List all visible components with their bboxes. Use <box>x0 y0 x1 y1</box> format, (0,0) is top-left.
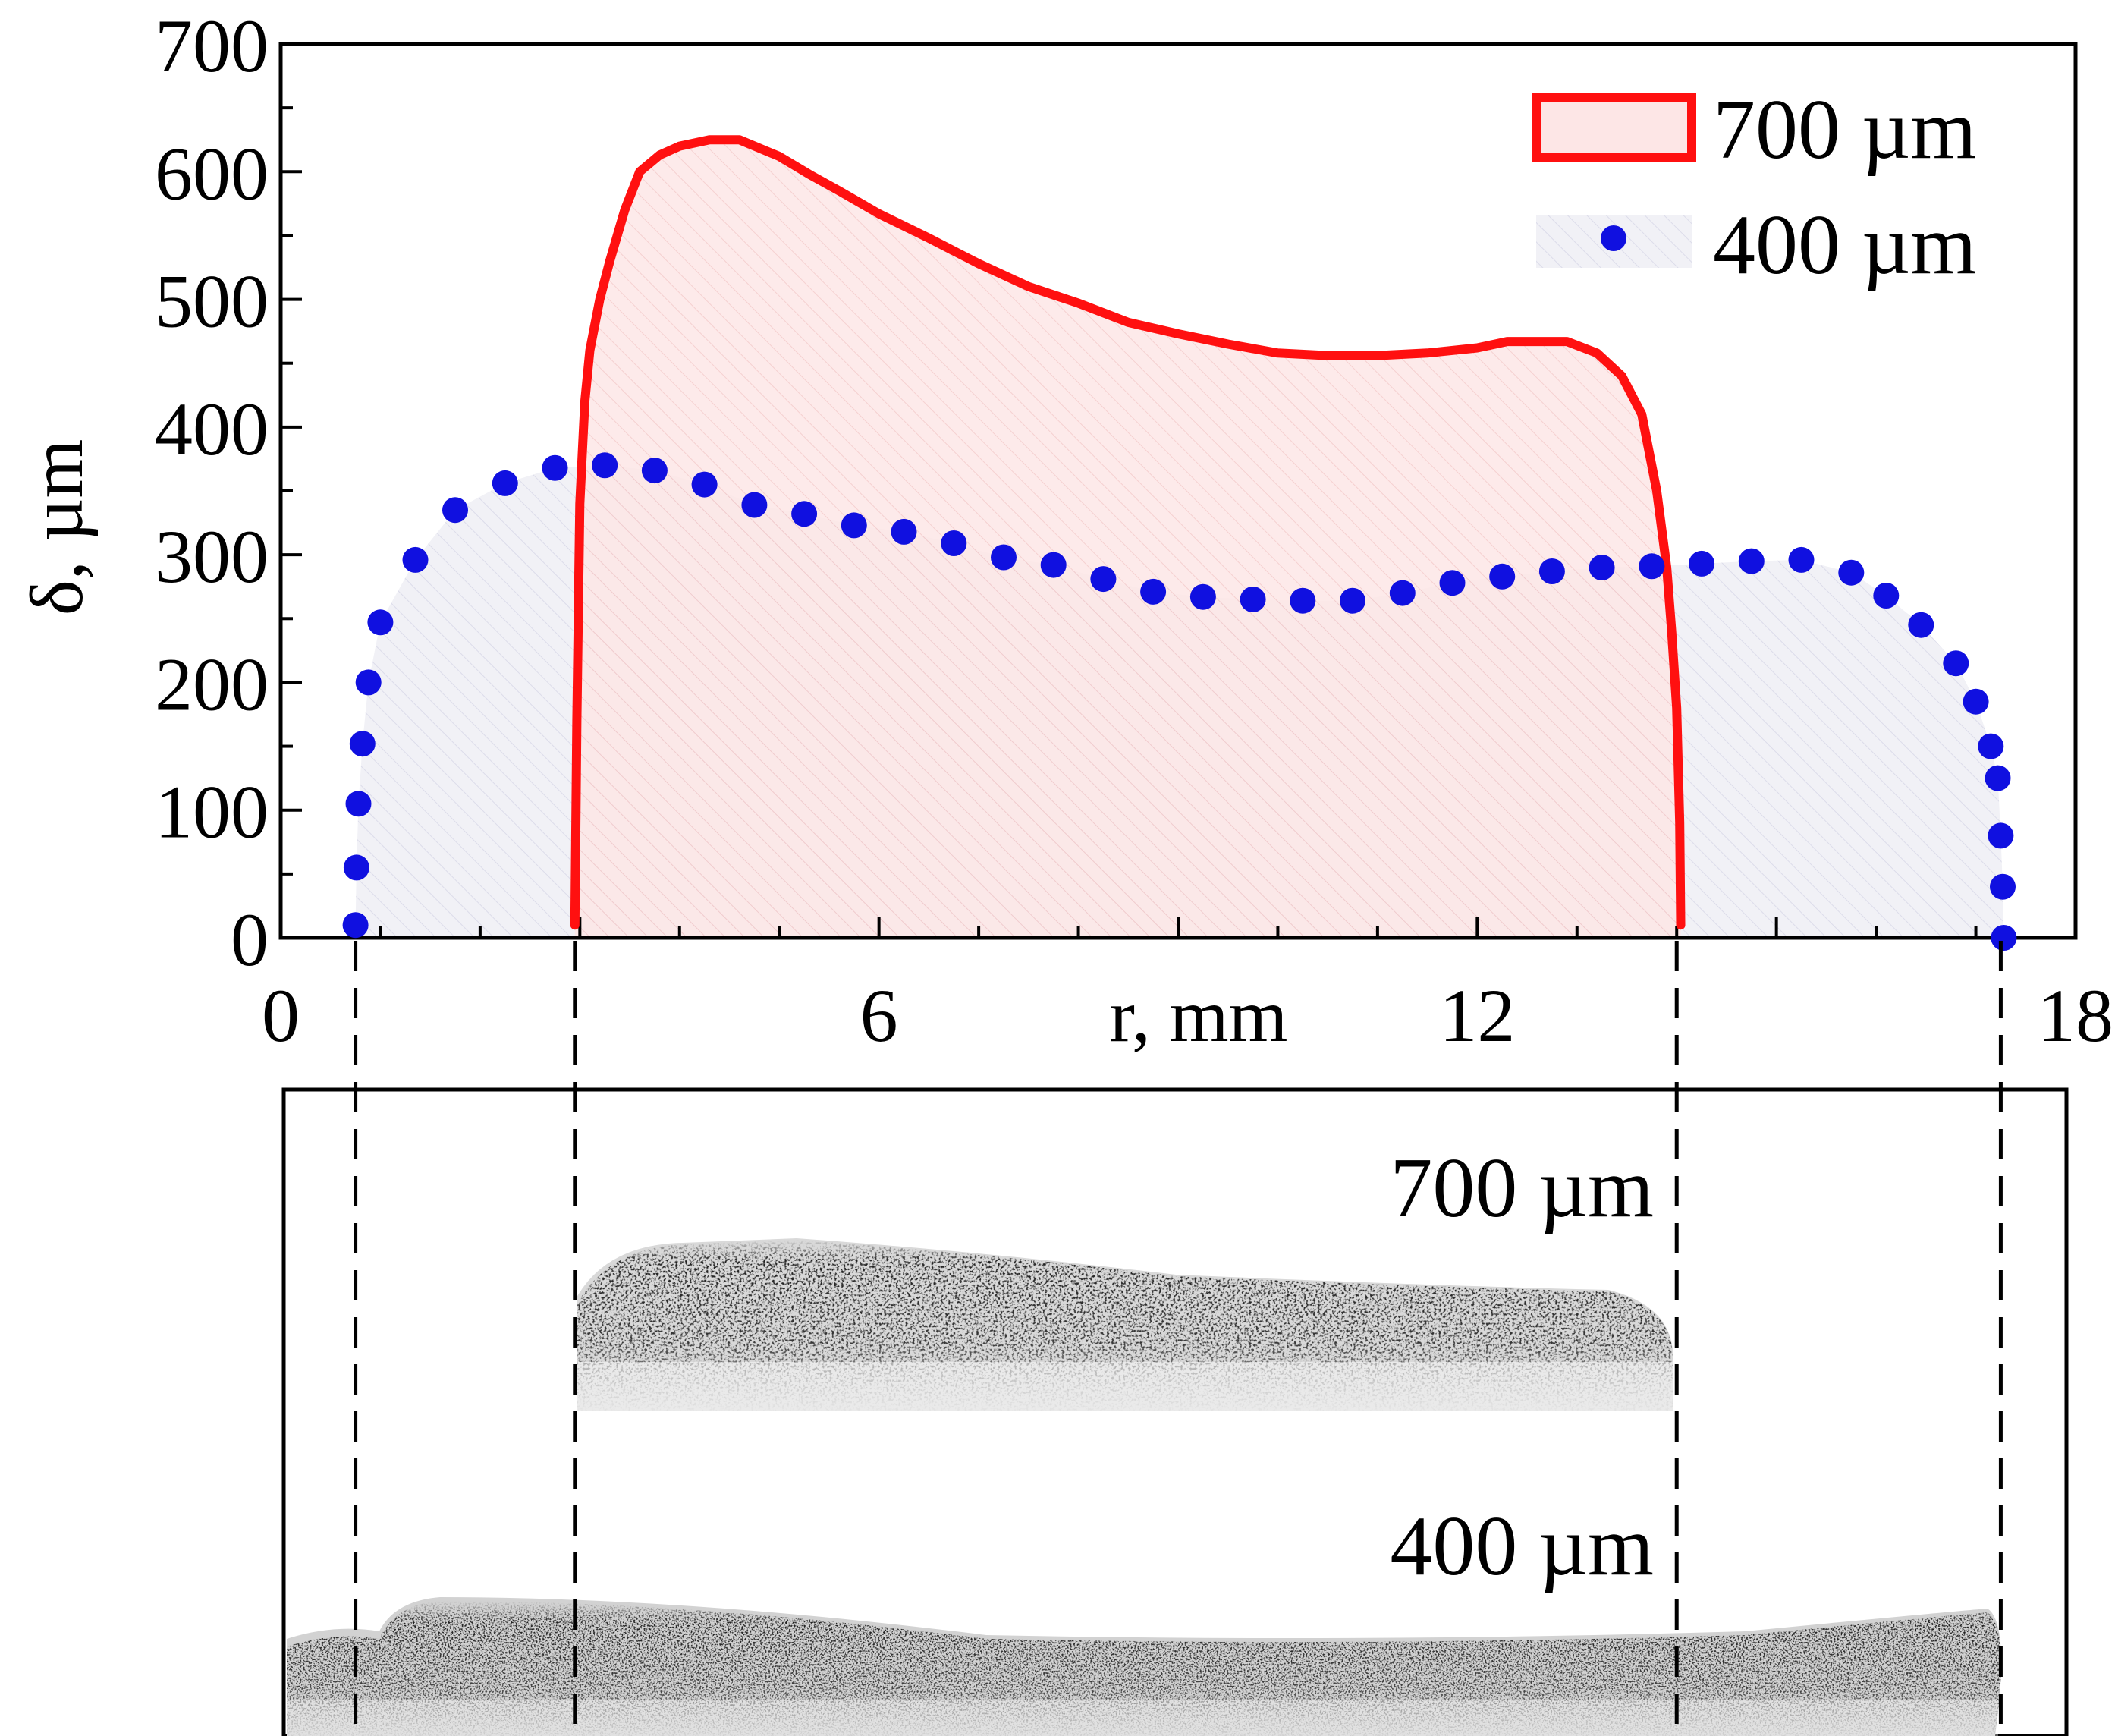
series-400um-point <box>1189 583 1216 610</box>
legend-400um-dot <box>1601 225 1626 251</box>
y-tick-label: 600 <box>155 131 269 215</box>
series-fills <box>355 140 2004 939</box>
x-tick-label: 6 <box>860 973 898 1058</box>
series-400um-point <box>1240 587 1266 612</box>
series-400um-point <box>442 497 468 524</box>
series-400um-point <box>343 854 369 881</box>
series-400um-point <box>402 546 429 573</box>
series-400um-point <box>349 731 376 757</box>
series-400um-point <box>355 669 382 696</box>
series-400um-point <box>891 518 917 545</box>
axis-ticks <box>279 42 2077 939</box>
x-tick-label: 12 <box>1439 973 1515 1058</box>
y-tick-labels: 0 100 200 300 400 500 600 700 <box>155 4 269 982</box>
series-400um-point <box>1990 873 2016 900</box>
series-400um-point <box>641 458 668 484</box>
series-400um-point <box>1943 650 1969 677</box>
series-400um-point <box>492 470 518 496</box>
series-400um-point <box>691 471 718 498</box>
photo-label-700um: 700 µm <box>1390 1141 1654 1235</box>
x-tick-label: 0 <box>262 973 300 1058</box>
series-400um-point <box>1040 552 1067 578</box>
series-400um-point <box>1908 612 1934 638</box>
series-400um-point <box>1140 578 1167 605</box>
series-400um-point <box>1340 587 1365 614</box>
series-400um-point <box>1985 765 2011 791</box>
series-400um-point <box>1290 587 1316 614</box>
y-tick-label: 300 <box>155 514 269 599</box>
photo-label-400um: 400 µm <box>1390 1499 1654 1593</box>
series-400um-point <box>542 454 568 481</box>
series-700um-line <box>570 135 1686 930</box>
legend: 700 µm 400 µm <box>1532 83 1977 292</box>
series-700um-fill <box>574 140 1681 939</box>
y-tick-label: 700 <box>155 4 269 88</box>
guide-lines <box>354 941 2003 1736</box>
y-tick-label: 500 <box>155 259 269 344</box>
series-400um-point <box>991 544 1017 571</box>
series-400um-point <box>1978 733 2004 760</box>
series-400um-point <box>1689 550 1715 577</box>
y-axis-label: δ, µm <box>14 439 99 616</box>
photo-400um-crosssection <box>287 1597 2001 1736</box>
y-tick-label: 0 <box>231 898 269 982</box>
series-400um-point <box>1538 558 1565 584</box>
series-400um-point <box>345 791 372 817</box>
x-axis-label: r, mm <box>1110 973 1288 1058</box>
series-400um-point <box>1838 559 1865 586</box>
legend-700um-swatch <box>1532 93 1696 162</box>
series-400um-point <box>342 912 369 939</box>
series-400um-point <box>1873 583 1900 609</box>
series-400um-point <box>791 501 818 527</box>
legend-700um-label: 700 µm <box>1713 83 1977 177</box>
x-tick-label: 18 <box>2038 973 2113 1058</box>
series-400um-point <box>1738 548 1765 574</box>
series-400um-point <box>367 609 394 636</box>
series-400um-point <box>1589 555 1615 580</box>
legend-400um-label: 400 µm <box>1713 198 1977 292</box>
x-tick-labels: 0 6 12 18 <box>262 973 2113 1058</box>
photo-700um-crosssection <box>577 1238 1673 1411</box>
y-tick-label: 100 <box>155 770 269 854</box>
y-tick-label: 400 <box>155 387 269 471</box>
y-tick-label: 200 <box>155 642 269 726</box>
series-400um-point <box>1988 822 2014 849</box>
series-400um-point <box>1991 925 2017 951</box>
series-400um-point <box>1090 566 1117 593</box>
photo-panel: 700 µm 400 µm <box>281 1087 2069 1736</box>
series-400um-point <box>592 452 618 479</box>
series-400um-point <box>1788 546 1815 573</box>
series-400um-point <box>941 530 967 556</box>
series-400um-point <box>1963 688 1989 715</box>
series-400um-point <box>741 492 768 518</box>
series-400um-point <box>1489 563 1516 590</box>
series-400um-point <box>841 512 867 539</box>
series-400um-points <box>342 452 2017 951</box>
series-400um-point <box>1389 580 1416 606</box>
series-400um-point <box>1639 553 1665 580</box>
series-400um-point <box>1439 570 1466 596</box>
